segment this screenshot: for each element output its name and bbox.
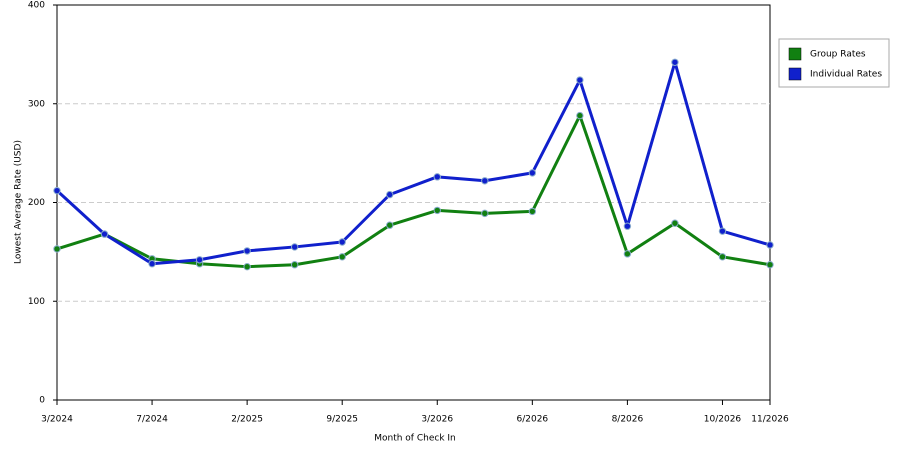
data-point	[623, 222, 632, 230]
x-tick-label: 8/2026	[612, 415, 644, 425]
data-point	[766, 261, 774, 269]
series-line	[55, 60, 771, 266]
data-point	[433, 206, 441, 215]
data-point	[53, 186, 61, 195]
y-tick-label: 0	[39, 396, 45, 406]
data-point	[338, 253, 346, 261]
x-tick-label: 6/2026	[516, 415, 548, 425]
data-point	[195, 256, 204, 264]
data-point	[148, 260, 156, 268]
data-point	[100, 230, 109, 238]
data-point	[576, 111, 584, 120]
x-tick-label: 3/2024	[41, 415, 73, 425]
data-point	[528, 207, 537, 216]
x-tick-label: 3/2026	[421, 415, 453, 425]
x-axis-label: Month of Check In	[374, 434, 456, 444]
data-point	[481, 209, 489, 218]
x-tick-label: 10/2026	[704, 415, 742, 425]
series-line	[56, 114, 771, 269]
data-point	[386, 190, 394, 199]
y-tick-label: 100	[28, 297, 45, 307]
data-point	[433, 173, 441, 181]
data-point	[766, 241, 774, 249]
data-point	[671, 58, 679, 66]
legend-swatch	[788, 47, 802, 61]
data-point	[671, 219, 679, 227]
data-point	[386, 221, 394, 229]
legend-label: Group Rates	[810, 50, 866, 60]
data-point	[576, 76, 584, 84]
x-tick-label: 11/2026	[751, 415, 789, 425]
data-point	[718, 227, 727, 235]
y-tick-label: 400	[28, 1, 45, 11]
data-point	[481, 177, 489, 185]
y-axis-label: Lowest Average Rate (USD)	[14, 140, 24, 264]
data-point	[718, 253, 727, 261]
x-tick-label: 7/2024	[136, 415, 168, 425]
data-point	[338, 238, 346, 246]
data-point	[243, 247, 251, 255]
legend-label: Individual Rates	[810, 70, 882, 80]
y-tick-label: 300	[28, 99, 45, 109]
data-point	[528, 169, 537, 177]
x-tick-label: 9/2025	[326, 415, 358, 425]
data-point	[290, 243, 299, 251]
x-tick-label: 2/2025	[231, 415, 263, 425]
data-point	[243, 262, 251, 271]
legend-swatch	[788, 67, 802, 81]
data-point	[290, 261, 299, 269]
y-tick-label: 200	[28, 198, 45, 208]
data-point	[623, 250, 632, 258]
data-point	[53, 245, 61, 253]
